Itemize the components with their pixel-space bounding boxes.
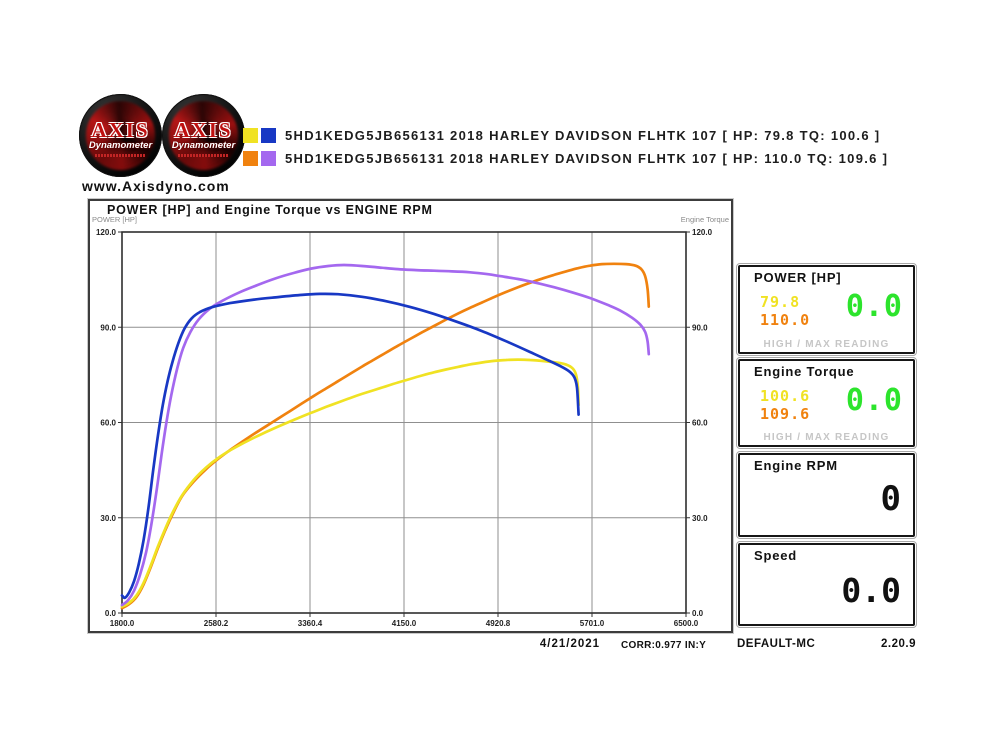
logo-tagline-bar <box>178 154 229 157</box>
logo-swirl-shadow <box>182 114 225 157</box>
logo-brand-text: AXIS <box>91 118 150 142</box>
run1-torque-color-swatch <box>261 127 276 143</box>
svg-text:Engine Torque: Engine Torque <box>681 215 729 224</box>
svg-text:0.0: 0.0 <box>105 609 117 618</box>
rpm-gauge-panel: Engine RPM 0 <box>736 451 917 539</box>
dyno-chart-plot: 1800.0 2580.2 3360.4 4150.0 4920.8 5701.0 6500… <box>92 215 729 628</box>
curve-run2-torque <box>120 263 651 607</box>
svg-text:POWER [HP]: POWER [HP] <box>92 215 137 224</box>
power-run1-max-value: 79.8 <box>760 293 801 311</box>
svg-text:6500.0: 6500.0 <box>674 619 699 628</box>
speed-gauge-panel: Speed 0.0 <box>736 541 917 628</box>
run2-legend-label: 5HD1KEDG5JB656131 2018 HARLEY DAVIDSON F… <box>285 150 889 166</box>
website-link[interactable]: www.Axisdyno.com <box>82 178 230 194</box>
power-run2-max-value: 110.0 <box>760 311 811 329</box>
svg-text:2580.2: 2580.2 <box>204 619 229 628</box>
torque-gauge-panel: Engine Torque 100.6 109.6 0.0 HIGH / MAX… <box>736 357 917 449</box>
svg-text:120.0: 120.0 <box>692 228 713 237</box>
torque-panel-title: Engine Torque <box>754 364 855 379</box>
logo-tagline-bar <box>95 154 146 157</box>
svg-text:0.0: 0.0 <box>692 609 704 618</box>
curve-run1-power-hp <box>120 358 580 608</box>
power-live-readout: 0.0 <box>845 289 903 324</box>
svg-text:90.0: 90.0 <box>692 323 708 332</box>
svg-text:60.0: 60.0 <box>100 419 116 428</box>
chart-title: POWER [HP] and Engine Torque vs ENGINE R… <box>107 203 433 217</box>
svg-text:4920.8: 4920.8 <box>486 619 511 628</box>
svg-text:4150.0: 4150.0 <box>392 619 417 628</box>
legend-row-run2[interactable]: 5HD1KEDG5JB656131 2018 HARLEY DAVIDSON F… <box>243 150 888 166</box>
run2-power-color-swatch <box>243 150 258 166</box>
svg-text:3360.4: 3360.4 <box>298 619 323 628</box>
torque-live-readout: 0.0 <box>845 383 903 418</box>
rpm-live-readout: 0 <box>880 479 901 519</box>
speed-panel-title: Speed <box>754 548 798 563</box>
run1-power-color-swatch <box>243 127 258 143</box>
svg-text:30.0: 30.0 <box>100 514 116 523</box>
curve-run1-torque <box>120 292 580 600</box>
logo-subtitle-text: Dynamometer <box>88 140 153 151</box>
speed-live-readout: 0.0 <box>841 571 901 610</box>
logo-brand-text: AXIS <box>174 118 233 142</box>
logo-subtitle-text: Dynamometer <box>171 140 236 151</box>
power-gauge-panel: POWER [HP] 79.8 110.0 0.0 HIGH / MAX REA… <box>736 263 917 356</box>
power-panel-title: POWER [HP] <box>754 270 842 285</box>
svg-text:30.0: 30.0 <box>692 514 708 523</box>
power-panel-note: HIGH / MAX READING <box>763 339 890 350</box>
axis-logo-icon: AXIS Dynamometer <box>79 94 162 177</box>
software-version-label: 2.20.9 <box>881 638 916 650</box>
dyno-chart-frame: 1800.0 2580.2 3360.4 4150.0 4920.8 5701.0 6500… <box>87 198 734 634</box>
axis-logo-icon: AXIS Dynamometer <box>162 94 245 177</box>
svg-text:90.0: 90.0 <box>100 323 116 332</box>
svg-text:5701.0: 5701.0 <box>580 619 605 628</box>
run2-torque-color-swatch <box>261 150 276 166</box>
svg-text:60.0: 60.0 <box>692 419 708 428</box>
svg-text:120.0: 120.0 <box>96 228 117 237</box>
run-date-label: 4/21/2021 <box>539 638 601 650</box>
logo-swirl-shadow <box>99 114 142 157</box>
torque-panel-note: HIGH / MAX READING <box>763 432 890 443</box>
rpm-panel-title: Engine RPM <box>754 458 838 473</box>
profile-name-label: DEFAULT-MC <box>737 638 816 650</box>
correction-factor-label: CORR:0.977 IN:Y <box>621 640 707 651</box>
torque-run1-max-value: 100.6 <box>760 387 811 405</box>
svg-text:1800.0: 1800.0 <box>110 619 135 628</box>
legend-row-run1[interactable]: 5HD1KEDG5JB656131 2018 HARLEY DAVIDSON F… <box>243 127 880 143</box>
torque-run2-max-value: 109.6 <box>760 405 811 423</box>
run1-legend-label: 5HD1KEDG5JB656131 2018 HARLEY DAVIDSON F… <box>285 127 881 143</box>
